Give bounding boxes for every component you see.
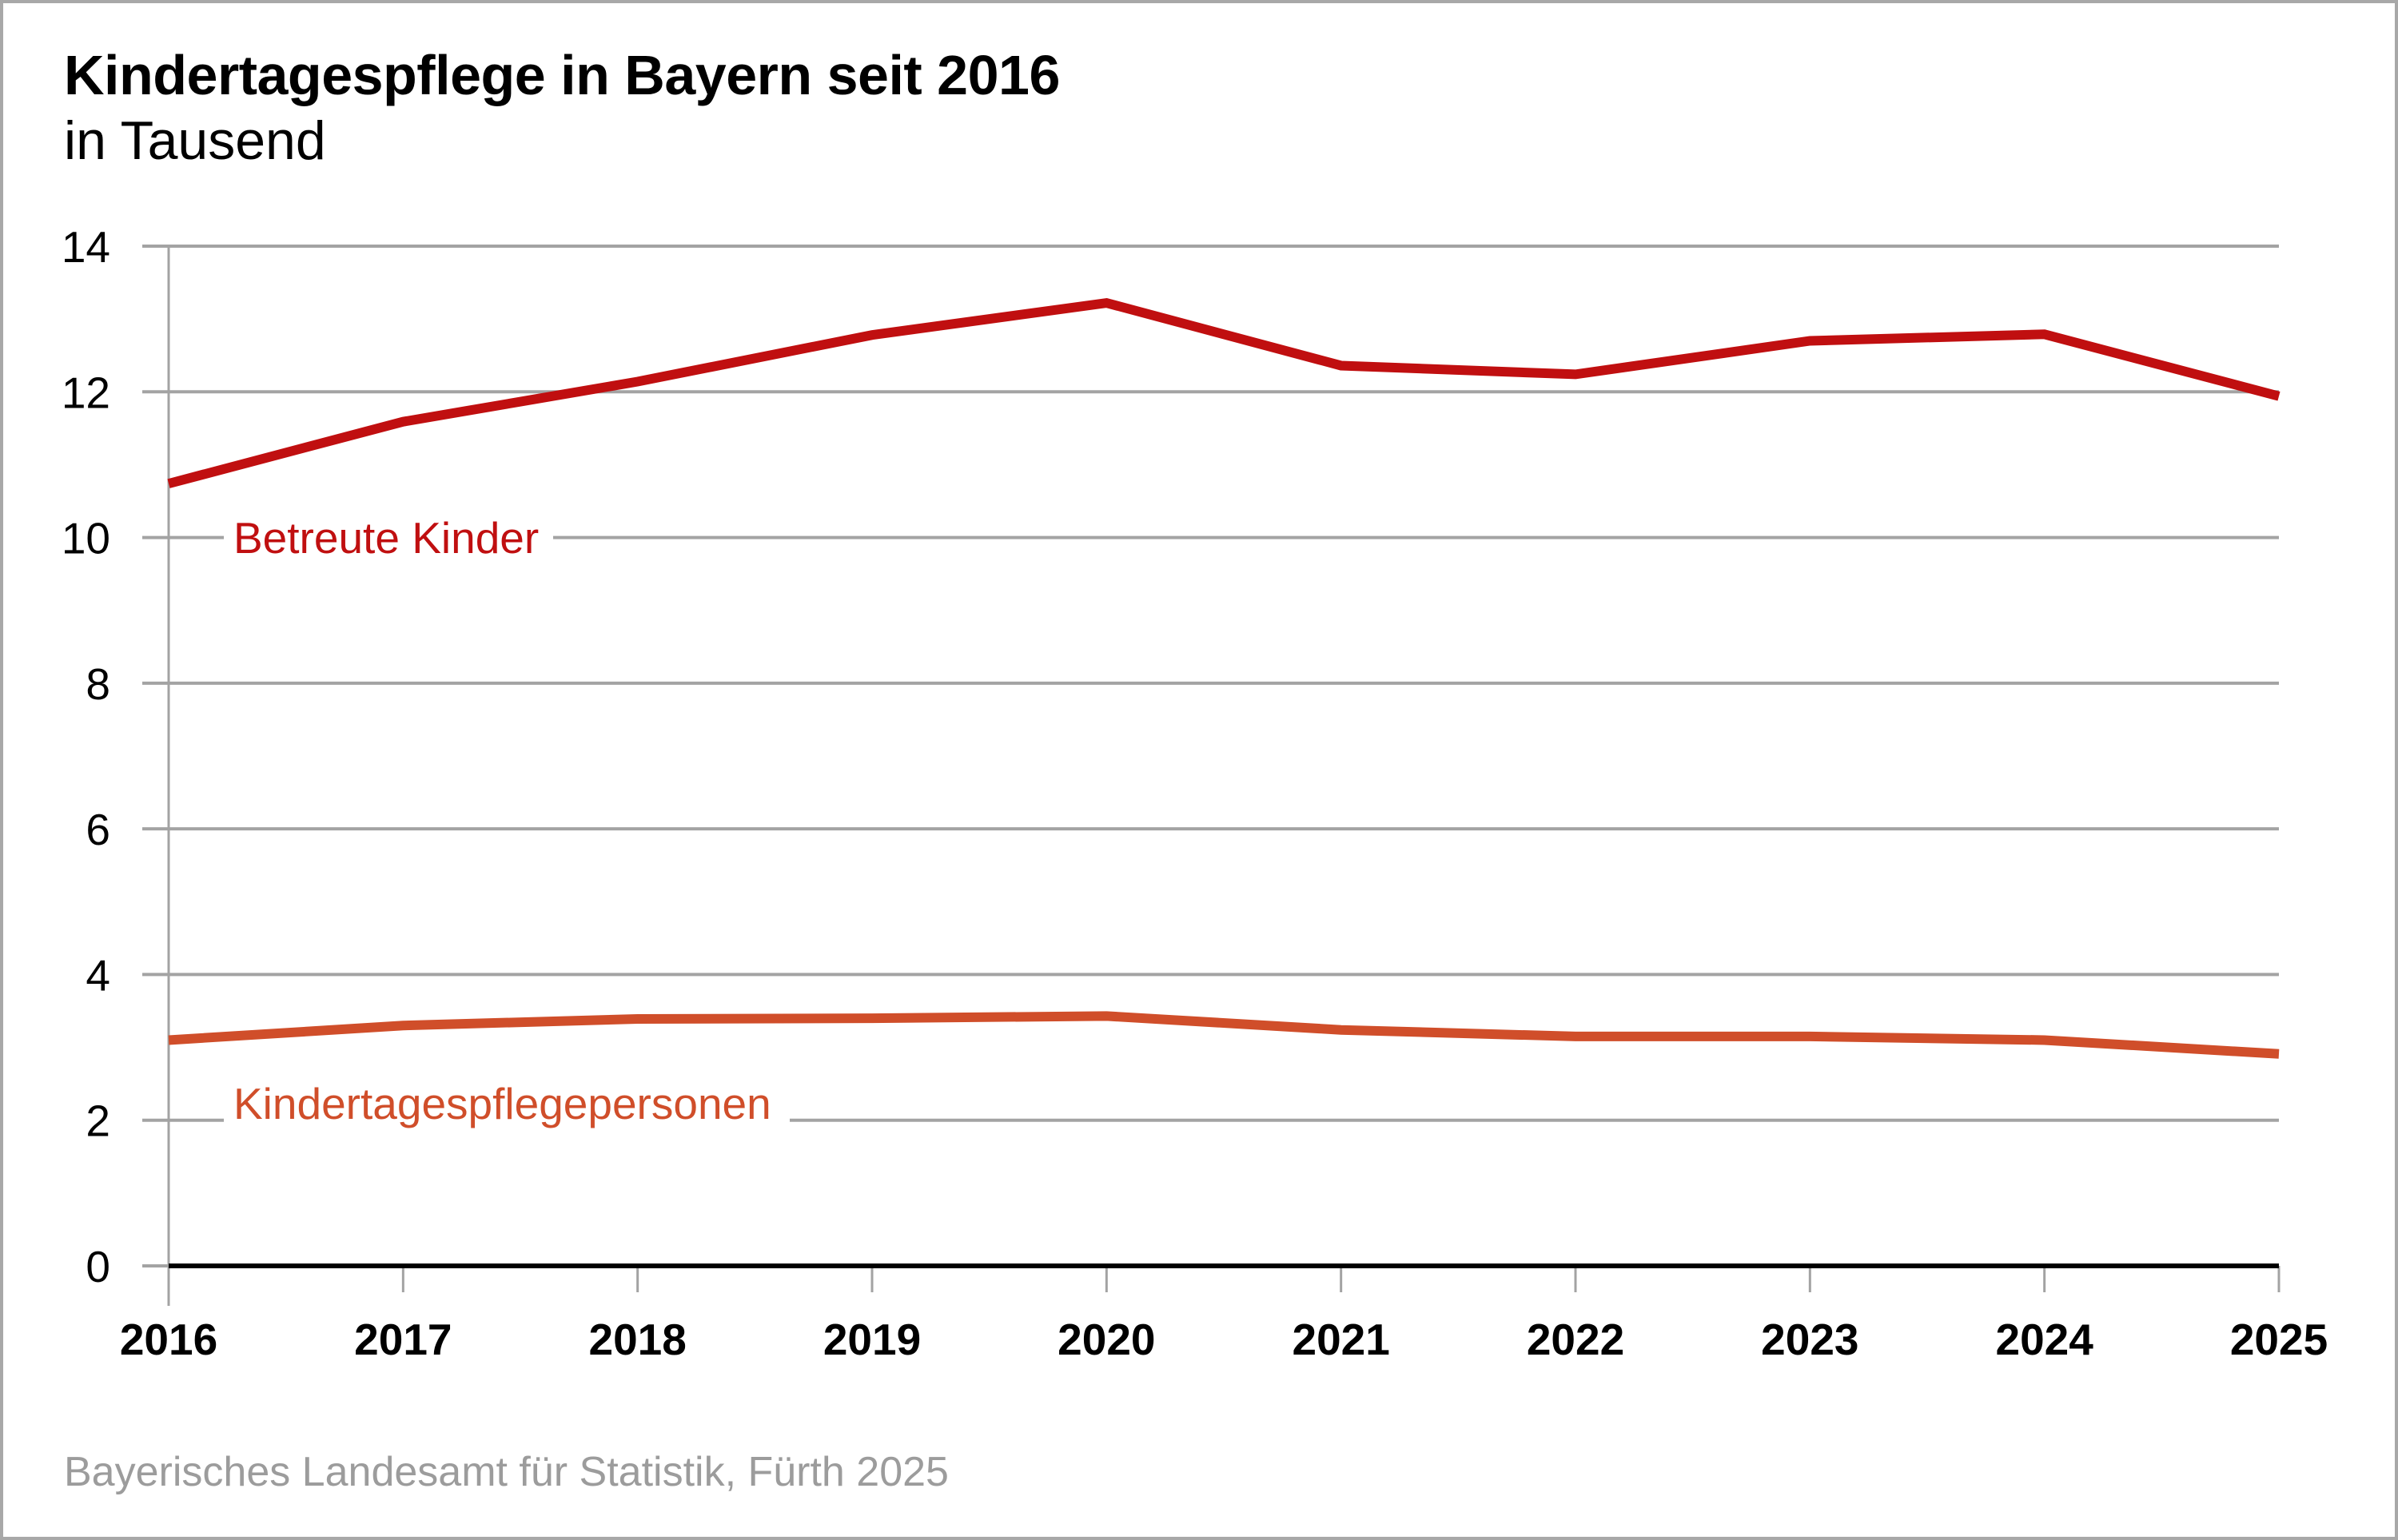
x-tick-label: 2023 bbox=[1761, 1315, 1858, 1364]
x-tick-label: 2021 bbox=[1292, 1315, 1389, 1364]
x-tick-label: 2025 bbox=[2230, 1315, 2328, 1364]
y-tick-label: 4 bbox=[86, 950, 110, 1000]
x-tick-labels: 2016 2017 2018 2019 2020 2021 2022 2023 2024 2025 bbox=[120, 1315, 2328, 1364]
y-tick-label: 2 bbox=[86, 1096, 110, 1146]
chart-title: Kindertagespflege in Bayern seit 2016 bbox=[64, 44, 1060, 106]
y-tick-label: 6 bbox=[86, 805, 110, 854]
axes bbox=[167, 246, 2280, 1306]
x-tick-label: 2016 bbox=[120, 1315, 217, 1364]
x-tick-label: 2019 bbox=[823, 1315, 921, 1364]
series-label-betreute-kinder: Betreute Kinder bbox=[233, 513, 539, 563]
y-tick-labels: 0 2 4 6 8 10 12 14 bbox=[62, 222, 110, 1291]
gridlines bbox=[142, 245, 2279, 1267]
y-tick-label: 12 bbox=[62, 368, 110, 417]
series-line-kindertagespflegepersonen bbox=[168, 1011, 2280, 1059]
series-label-kindertagespflegepersonen: Kindertagespflegepersonen bbox=[233, 1079, 771, 1128]
x-tick-label: 2020 bbox=[1058, 1315, 1155, 1364]
y-tick-label: 10 bbox=[62, 514, 110, 563]
x-tick-label: 2018 bbox=[588, 1315, 686, 1364]
x-tick-label: 2017 bbox=[354, 1315, 452, 1364]
y-tick-label: 8 bbox=[86, 659, 110, 709]
chart-subtitle: in Tausend bbox=[64, 110, 326, 171]
y-tick-label: 0 bbox=[86, 1242, 110, 1291]
series-lines bbox=[167, 297, 2280, 1059]
series-line-betreute-kinder bbox=[167, 297, 2280, 488]
source-note: Bayerisches Landesamt für Statistik, Für… bbox=[64, 1449, 949, 1495]
y-tick-label: 14 bbox=[62, 222, 110, 272]
x-tick-label: 2022 bbox=[1527, 1315, 1624, 1364]
series-labels: Betreute Kinder Kindertagespflegepersonen bbox=[233, 513, 771, 1128]
x-tick-label: 2024 bbox=[1995, 1315, 2093, 1364]
